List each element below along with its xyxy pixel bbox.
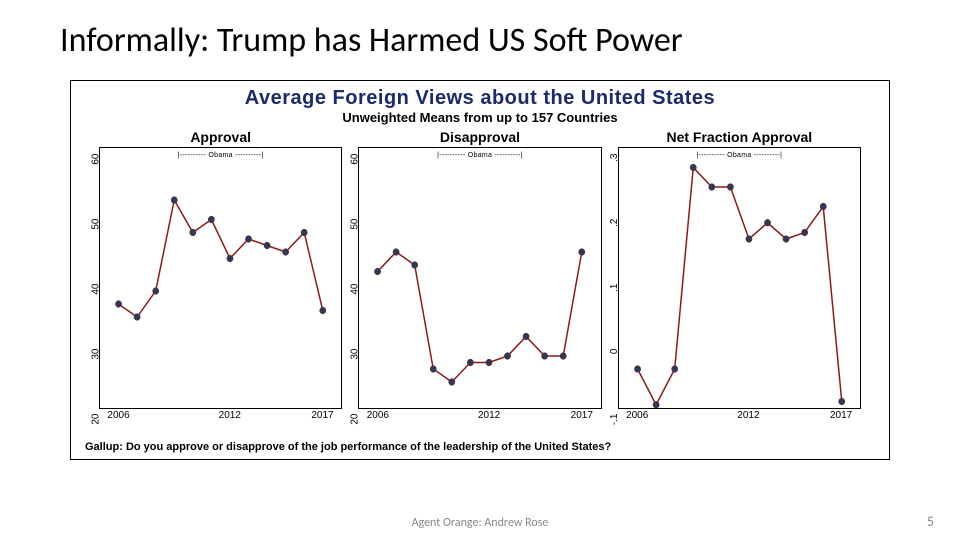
data-marker (393, 249, 399, 256)
x-axis: 2006 2012 2017 (619, 408, 860, 426)
panel-title: Net Fraction Approval (618, 129, 861, 145)
footer-credit: Agent Orange: Andrew Rose (0, 516, 960, 530)
x-tick: 2017 (311, 410, 333, 421)
data-marker (245, 236, 251, 243)
chart-title: Average Foreign Views about the United S… (71, 87, 889, 110)
plot-box: |---------- Obama ----------|-.10.1.2.32… (618, 147, 861, 409)
data-marker (320, 307, 326, 314)
plot-box: |---------- Obama ----------|20304050602… (358, 147, 601, 409)
panel-disapproval: Disapproval |---------- Obama ----------|… (358, 129, 601, 409)
data-marker (301, 229, 307, 236)
data-marker (727, 184, 733, 191)
series-line (378, 252, 582, 382)
x-axis: 2006 2012 2017 (359, 408, 600, 426)
x-tick: 2006 (107, 410, 129, 421)
data-marker (264, 242, 270, 249)
plot-svg (359, 148, 600, 408)
x-tick: 2012 (737, 410, 759, 421)
panel-net-fraction-approval: Net Fraction Approval |---------- Obama -… (618, 129, 861, 409)
data-marker (282, 249, 288, 256)
series-line (119, 200, 323, 317)
data-marker (375, 268, 381, 275)
data-marker (505, 353, 511, 360)
data-marker (764, 219, 770, 226)
data-marker (208, 216, 214, 223)
data-marker (227, 255, 233, 262)
data-marker (745, 236, 751, 243)
data-marker (838, 398, 844, 405)
data-marker (449, 379, 455, 386)
series-line (637, 168, 841, 405)
data-marker (653, 401, 659, 408)
x-tick: 2006 (367, 410, 389, 421)
y-axis: -.10.1.2.3 (595, 148, 619, 408)
data-marker (579, 249, 585, 256)
data-marker (430, 366, 436, 373)
data-marker (690, 164, 696, 171)
data-marker (523, 333, 529, 340)
x-tick: 2012 (478, 410, 500, 421)
data-marker (560, 353, 566, 360)
data-marker (171, 197, 177, 204)
panel-title: Disapproval (358, 129, 601, 145)
plot-svg (619, 148, 860, 408)
y-axis: 2030405060 (76, 148, 100, 408)
panel-approval: Approval |---------- Obama ----------|203… (99, 129, 342, 409)
data-marker (671, 366, 677, 373)
data-marker (190, 229, 196, 236)
slide-title: Informally: Trump has Harmed US Soft Pow… (60, 20, 683, 61)
data-marker (783, 236, 789, 243)
chart-frame: Average Foreign Views about the United S… (70, 80, 890, 460)
x-tick: 2006 (626, 410, 648, 421)
data-marker (412, 262, 418, 269)
data-marker (134, 314, 140, 321)
data-marker (801, 229, 807, 236)
x-tick: 2017 (571, 410, 593, 421)
chart-footnote: Gallup: Do you approve or disapprove of … (85, 441, 611, 453)
page-number: 5 (927, 513, 934, 530)
x-tick: 2017 (830, 410, 852, 421)
data-marker (708, 184, 714, 191)
data-marker (115, 301, 121, 308)
data-marker (486, 359, 492, 366)
y-axis: 2030405060 (335, 148, 359, 408)
data-marker (153, 288, 159, 295)
chart-subtitle: Unweighted Means from up to 157 Countrie… (71, 110, 889, 125)
x-axis: 2006 2012 2017 (100, 408, 341, 426)
panel-title: Approval (99, 129, 342, 145)
plot-svg (100, 148, 341, 408)
x-tick: 2012 (219, 410, 241, 421)
data-marker (634, 366, 640, 373)
plot-box: |---------- Obama ----------|20304050602… (99, 147, 342, 409)
data-marker (542, 353, 548, 360)
panels-row: Approval |---------- Obama ----------|203… (71, 125, 889, 409)
data-marker (468, 359, 474, 366)
slide: Informally: Trump has Harmed US Soft Pow… (0, 0, 960, 540)
data-marker (820, 203, 826, 210)
